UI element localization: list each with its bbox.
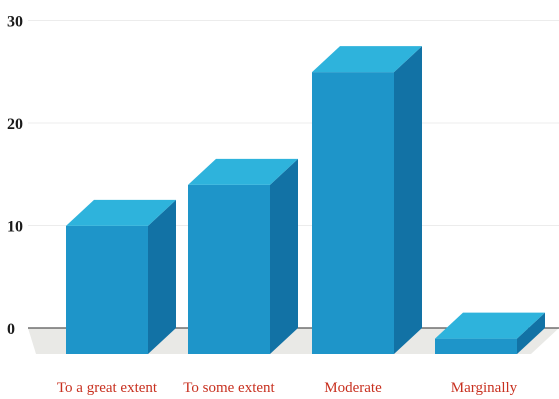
bar-side — [517, 312, 545, 354]
bar-3 — [435, 312, 545, 354]
bar-top — [188, 158, 298, 185]
bar-front — [435, 338, 517, 354]
x-tick-label: To a great extent — [57, 380, 158, 396]
bar-1 — [188, 158, 298, 354]
bar-front — [188, 184, 270, 354]
bar-top — [312, 46, 422, 73]
bar-2 — [312, 46, 422, 354]
y-tick-label: 30 — [7, 14, 23, 31]
y-tick-label: 10 — [7, 219, 23, 236]
x-tick-label: Moderate — [324, 380, 382, 396]
bar-top — [66, 199, 176, 226]
bar-side — [394, 46, 422, 354]
bar-side — [270, 158, 298, 354]
bar-side — [148, 199, 176, 354]
x-tick-label: Marginally — [451, 380, 518, 396]
bar-front — [66, 225, 148, 354]
bar-0 — [66, 199, 176, 354]
y-tick-label: 20 — [7, 116, 23, 133]
y-tick-label: 0 — [7, 321, 15, 338]
x-tick-label: To some extent — [183, 380, 275, 396]
bar-front — [312, 72, 394, 354]
bar-top — [435, 312, 545, 339]
